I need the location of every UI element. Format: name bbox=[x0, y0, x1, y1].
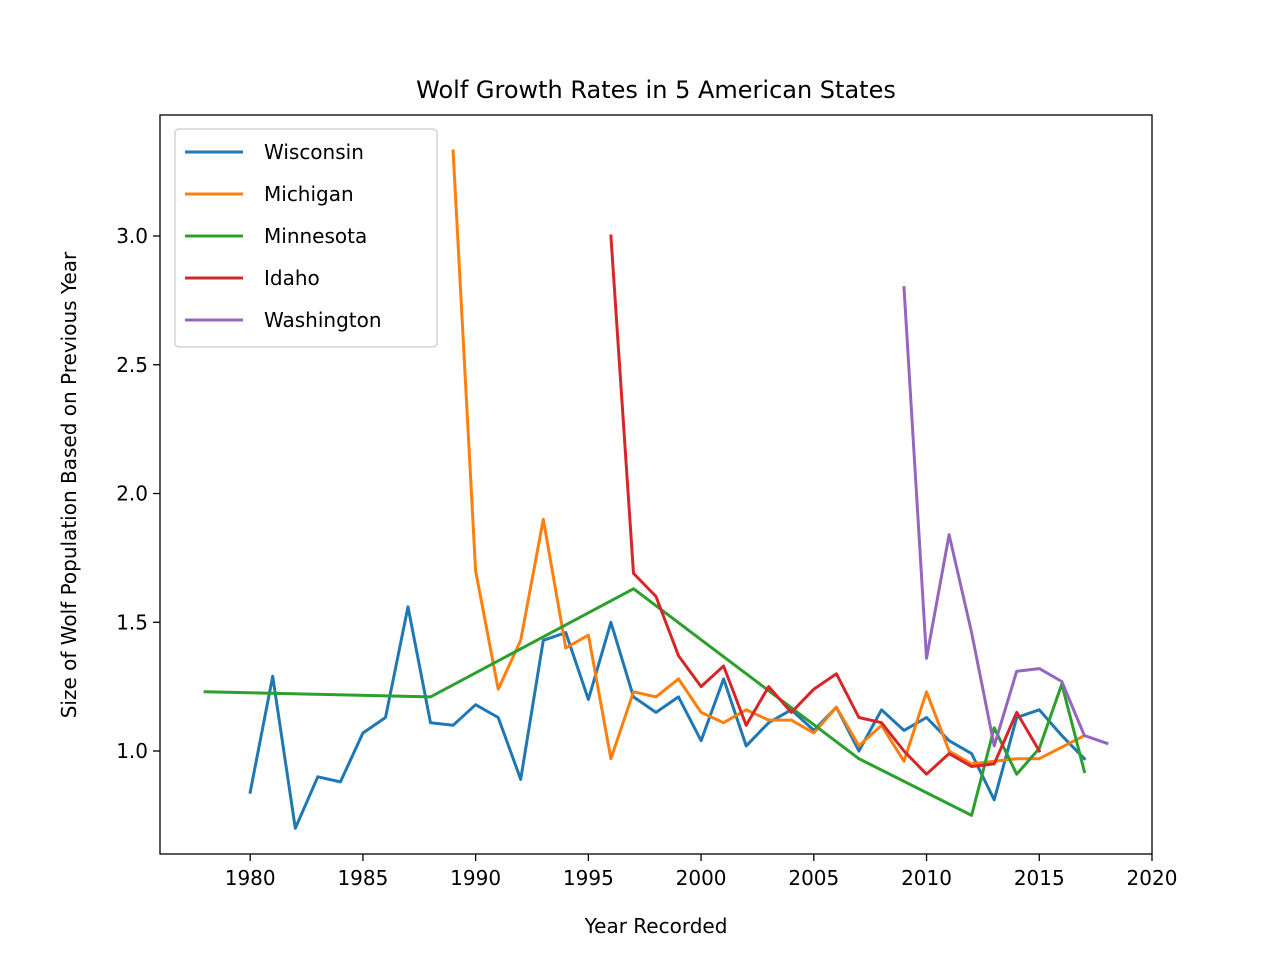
legend-box bbox=[174, 128, 438, 348]
x-tick-label: 1995 bbox=[563, 866, 614, 890]
y-tick-label: 2.5 bbox=[116, 353, 148, 377]
legend-label-wisconsin: Wisconsin bbox=[264, 140, 364, 164]
series-line-wisconsin bbox=[248, 605, 1087, 830]
y-axis-label: Size of Wolf Population Based on Previou… bbox=[57, 251, 81, 718]
plot-frame bbox=[159, 114, 1153, 855]
series-layer bbox=[203, 149, 1109, 830]
chart-title: Wolf Growth Rates in 5 American States bbox=[416, 76, 896, 104]
legend-label-minnesota: Minnesota bbox=[264, 224, 367, 248]
y-tick-label: 1.5 bbox=[116, 610, 148, 634]
y-tick-label: 3.0 bbox=[116, 224, 148, 248]
legend-label-idaho: Idaho bbox=[264, 266, 320, 290]
x-tick-label: 2010 bbox=[901, 866, 952, 890]
y-tick-label: 1.0 bbox=[116, 739, 148, 763]
x-tick-label: 2000 bbox=[676, 866, 727, 890]
y-tick-label: 2.0 bbox=[116, 482, 148, 506]
legend: Wisconsin Michigan Minnesota Idaho Washingto… bbox=[174, 128, 438, 348]
legend-label-washington: Washington bbox=[264, 308, 382, 332]
x-tick-label: 2015 bbox=[1014, 866, 1065, 890]
x-axis: 1980 1985 1990 1995 2000 2005 2010 2015 2020 bbox=[225, 854, 1178, 890]
series-line-michigan bbox=[451, 149, 1087, 766]
legend-label-michigan: Michigan bbox=[264, 182, 354, 206]
x-tick-label: 2005 bbox=[788, 866, 839, 890]
y-axis: 1.0 1.5 2.0 2.5 3.0 bbox=[116, 224, 160, 763]
x-tick-label: 2020 bbox=[1127, 866, 1178, 890]
x-axis-label: Year Recorded bbox=[584, 914, 728, 938]
series-line-minnesota bbox=[203, 587, 1087, 817]
series-line-washington bbox=[902, 285, 1109, 748]
x-tick-label: 1980 bbox=[225, 866, 276, 890]
x-tick-label: 1990 bbox=[450, 866, 501, 890]
x-tick-label: 1985 bbox=[337, 866, 388, 890]
series-line-idaho bbox=[609, 234, 1042, 776]
